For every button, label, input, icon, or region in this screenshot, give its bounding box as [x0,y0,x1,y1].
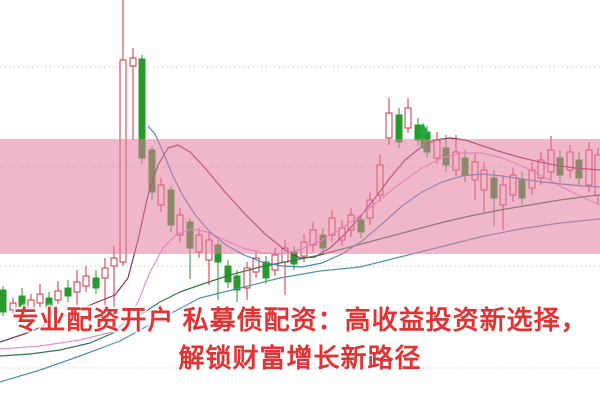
candle-down [45,297,53,309]
ma-purple [0,137,600,343]
candle-up [404,107,412,129]
candle-down [262,261,270,279]
candle-up [585,149,593,186]
candle-down [186,221,194,249]
candle-up [499,184,507,206]
candle-up [205,239,213,261]
candle-up [9,302,17,311]
candle-down [357,219,365,233]
candle-down [214,244,222,263]
ma-green [0,194,600,357]
candle-down [18,295,26,308]
candle-down [0,289,7,313]
candle-up [195,234,203,253]
candle-up [243,267,251,289]
candle-up [471,161,479,181]
candle-up [252,257,260,273]
candle-up [101,267,109,279]
candle-up [27,299,35,309]
ma-teal [0,218,600,383]
candle-down [461,157,469,176]
candle-down [148,149,156,193]
candle-up [594,154,600,196]
candle-down [233,275,241,291]
candle-down [490,177,498,199]
candle-up [36,293,44,304]
candle-down [138,58,146,159]
candle-down [319,234,327,249]
candle-down [224,265,232,283]
candle-up [110,257,118,267]
candle-down [92,277,100,289]
candle-down [518,179,526,199]
candle-up [480,169,488,191]
candle-up [157,184,165,206]
candle-down [167,189,175,226]
candle-up [547,149,555,173]
candle-up [73,281,81,293]
candle-down [395,114,403,143]
candle-up [82,275,90,287]
candle-up [271,254,279,271]
candle-up [433,139,441,159]
candle-up [129,57,137,67]
candle-up [385,112,393,139]
candle-up [54,290,62,301]
candle-down [64,287,72,297]
candle-up [119,59,127,263]
